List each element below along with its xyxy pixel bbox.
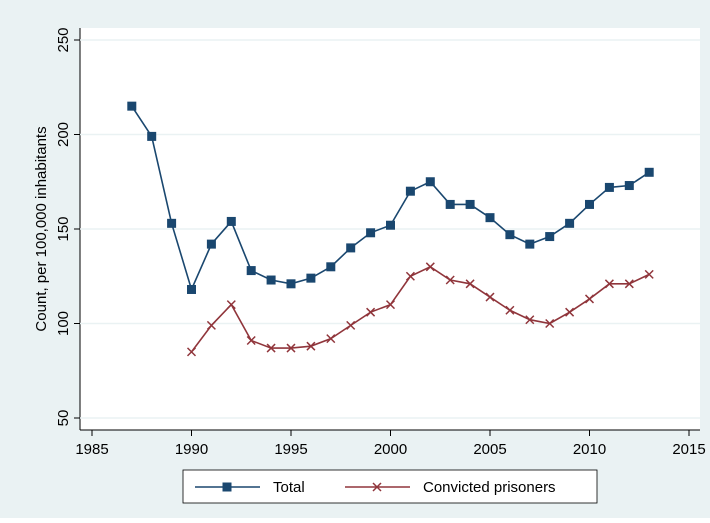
marker <box>286 343 296 353</box>
marker <box>624 181 634 191</box>
marker <box>186 347 197 357</box>
marker <box>187 284 196 294</box>
marker <box>604 182 614 192</box>
marker <box>306 273 316 283</box>
y-tick-label: 200 <box>55 122 72 147</box>
y-tick-label: 250 <box>55 27 72 52</box>
marker <box>326 262 336 272</box>
marker <box>584 294 595 304</box>
marker <box>505 230 515 240</box>
marker <box>485 213 495 223</box>
marker <box>545 232 555 242</box>
marker <box>366 307 376 317</box>
marker <box>644 167 654 177</box>
marker <box>465 279 475 289</box>
x-tick-label: 2010 <box>573 441 606 458</box>
marker <box>505 305 515 315</box>
marker <box>246 335 256 346</box>
marker <box>147 131 157 141</box>
marker <box>306 341 316 351</box>
y-tick-label: 50 <box>55 410 72 427</box>
y-axis-label: Count, per 100,000 inhabitants <box>33 126 50 331</box>
marker <box>206 239 216 249</box>
marker <box>226 216 236 226</box>
marker <box>624 279 634 289</box>
marker <box>326 334 336 344</box>
x-tick-label: 1990 <box>175 441 208 458</box>
marker <box>286 279 296 289</box>
marker <box>385 300 396 310</box>
marker <box>386 220 395 230</box>
marker <box>565 307 575 317</box>
marker <box>525 239 535 249</box>
legend-label: Convicted prisoners <box>423 479 556 496</box>
marker <box>485 292 495 302</box>
marker <box>445 275 455 285</box>
y-tick-label: 150 <box>55 216 72 241</box>
y-tick-label: 100 <box>55 311 72 336</box>
marker <box>366 228 376 238</box>
marker <box>644 269 654 279</box>
marker <box>545 318 555 329</box>
marker <box>425 262 435 272</box>
marker <box>604 279 614 289</box>
marker <box>226 300 236 310</box>
marker <box>346 243 356 253</box>
marker <box>525 315 535 325</box>
legend-label: Total <box>273 479 305 496</box>
marker <box>222 482 232 492</box>
marker <box>246 266 256 276</box>
marker <box>346 320 356 330</box>
x-tick-label: 2000 <box>374 441 407 458</box>
marker <box>405 186 415 196</box>
marker <box>445 199 455 209</box>
x-tick-label: 2015 <box>672 441 705 458</box>
marker <box>372 482 382 492</box>
marker <box>465 199 475 209</box>
marker <box>167 218 177 228</box>
x-tick-label: 1995 <box>274 441 307 458</box>
x-tick-label: 2005 <box>473 441 506 458</box>
marker <box>266 275 276 285</box>
series-line <box>190 265 650 353</box>
marker <box>565 218 575 228</box>
marker <box>585 199 594 209</box>
marker <box>425 177 435 187</box>
marker <box>206 320 216 330</box>
marker <box>405 271 415 281</box>
marker <box>127 101 137 111</box>
marker <box>266 343 276 353</box>
x-tick-label: 1985 <box>75 441 108 458</box>
